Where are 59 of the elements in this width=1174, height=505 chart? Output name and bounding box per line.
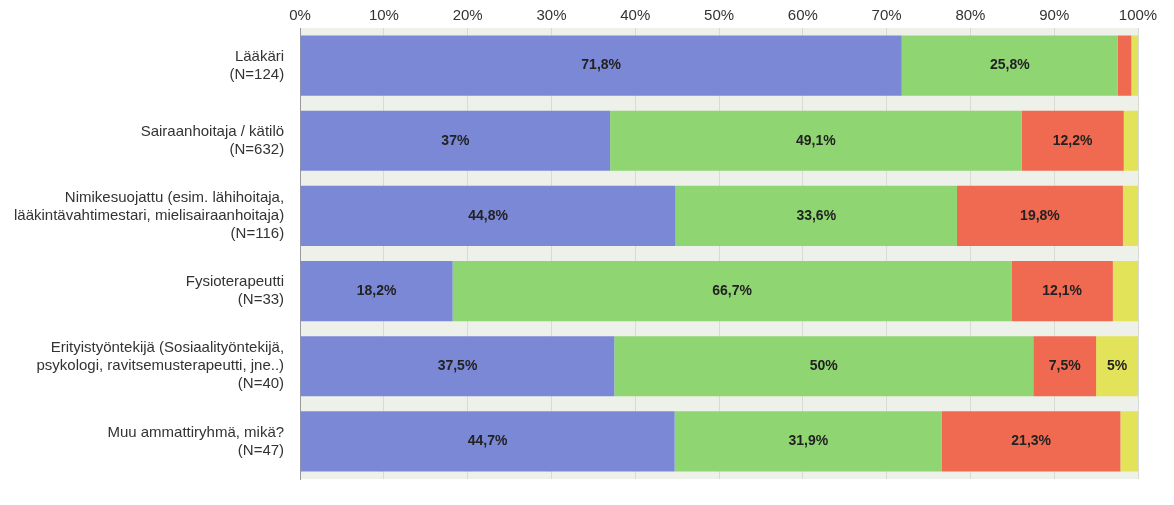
bar (1122, 185, 1138, 246)
x-tick-label: 0% (289, 6, 311, 24)
bar (300, 185, 676, 246)
bar (300, 35, 902, 96)
bar (941, 411, 1121, 472)
data-label: 71,8% (581, 56, 622, 73)
x-tick-label: 70% (871, 6, 902, 24)
data-label: 7,5% (1048, 357, 1082, 374)
data-label: 66,7% (712, 281, 753, 298)
bar (452, 261, 1012, 322)
bar (1021, 110, 1124, 171)
bar (957, 185, 1123, 246)
bar (674, 411, 942, 472)
bar (901, 35, 1118, 96)
x-tick-label: 90% (1039, 6, 1070, 24)
x-tick-label: 60% (787, 6, 818, 24)
x-tick-label: 20% (452, 6, 483, 24)
x-tick-label: 30% (536, 6, 567, 24)
bar (300, 110, 611, 171)
bar (1120, 411, 1138, 472)
data-label: 5% (1106, 357, 1128, 374)
bar (1117, 35, 1132, 96)
y-tick-label: Nimikesuojattu (esim. lähihoitaja, lääkintävahtimestari, mielisairaanhoitaja) (N=116) (14, 188, 285, 242)
bar (675, 185, 958, 246)
data-label: 44,7% (467, 432, 509, 449)
y-tick-label: Fysioterapeutti (N=33) (185, 272, 285, 308)
x-tick-label: 10% (368, 6, 399, 24)
bar (1033, 336, 1097, 397)
data-label: 44,8% (468, 206, 509, 223)
data-label: 50% (809, 357, 839, 374)
bar (1123, 110, 1138, 171)
bar (610, 110, 1022, 171)
y-tick-label: Erityistyöntekijä (Sosiaalityöntekijä, psykologi, ravitsemusterapeutti, jne..) (N=40) (36, 338, 285, 392)
x-tick-label: 100% (1118, 6, 1158, 24)
x-tick-label: 40% (620, 6, 651, 24)
data-label: 18,2% (356, 281, 398, 298)
bar (300, 261, 453, 322)
data-label: 37% (441, 131, 470, 148)
data-label: 33,6% (796, 206, 837, 223)
y-tick-label: Lääkäri (N=124) (229, 46, 285, 82)
data-label: 21,3% (1011, 432, 1052, 449)
data-label: 31,9% (788, 432, 829, 449)
x-tick-label: 50% (704, 6, 735, 24)
bar (300, 336, 615, 397)
y-tick-label: Sairaanhoitaja / kätilö (N=632) (140, 121, 285, 157)
y-tick-label: Muu ammattiryhmä, mikä? (N=47) (107, 422, 285, 458)
bar (300, 411, 675, 472)
bar (1096, 336, 1138, 397)
data-label: 19,8% (1020, 206, 1061, 223)
data-label: 37,5% (437, 357, 478, 374)
x-tick-label: 80% (955, 6, 986, 24)
bar (614, 336, 1034, 397)
bar (1011, 261, 1113, 322)
data-label: 49,1% (795, 131, 837, 148)
data-label: 12,2% (1052, 131, 1094, 148)
data-label: 25,8% (989, 56, 1031, 73)
data-label: 12,1% (1042, 281, 1083, 298)
bar (1131, 35, 1138, 96)
bar (1112, 261, 1138, 322)
